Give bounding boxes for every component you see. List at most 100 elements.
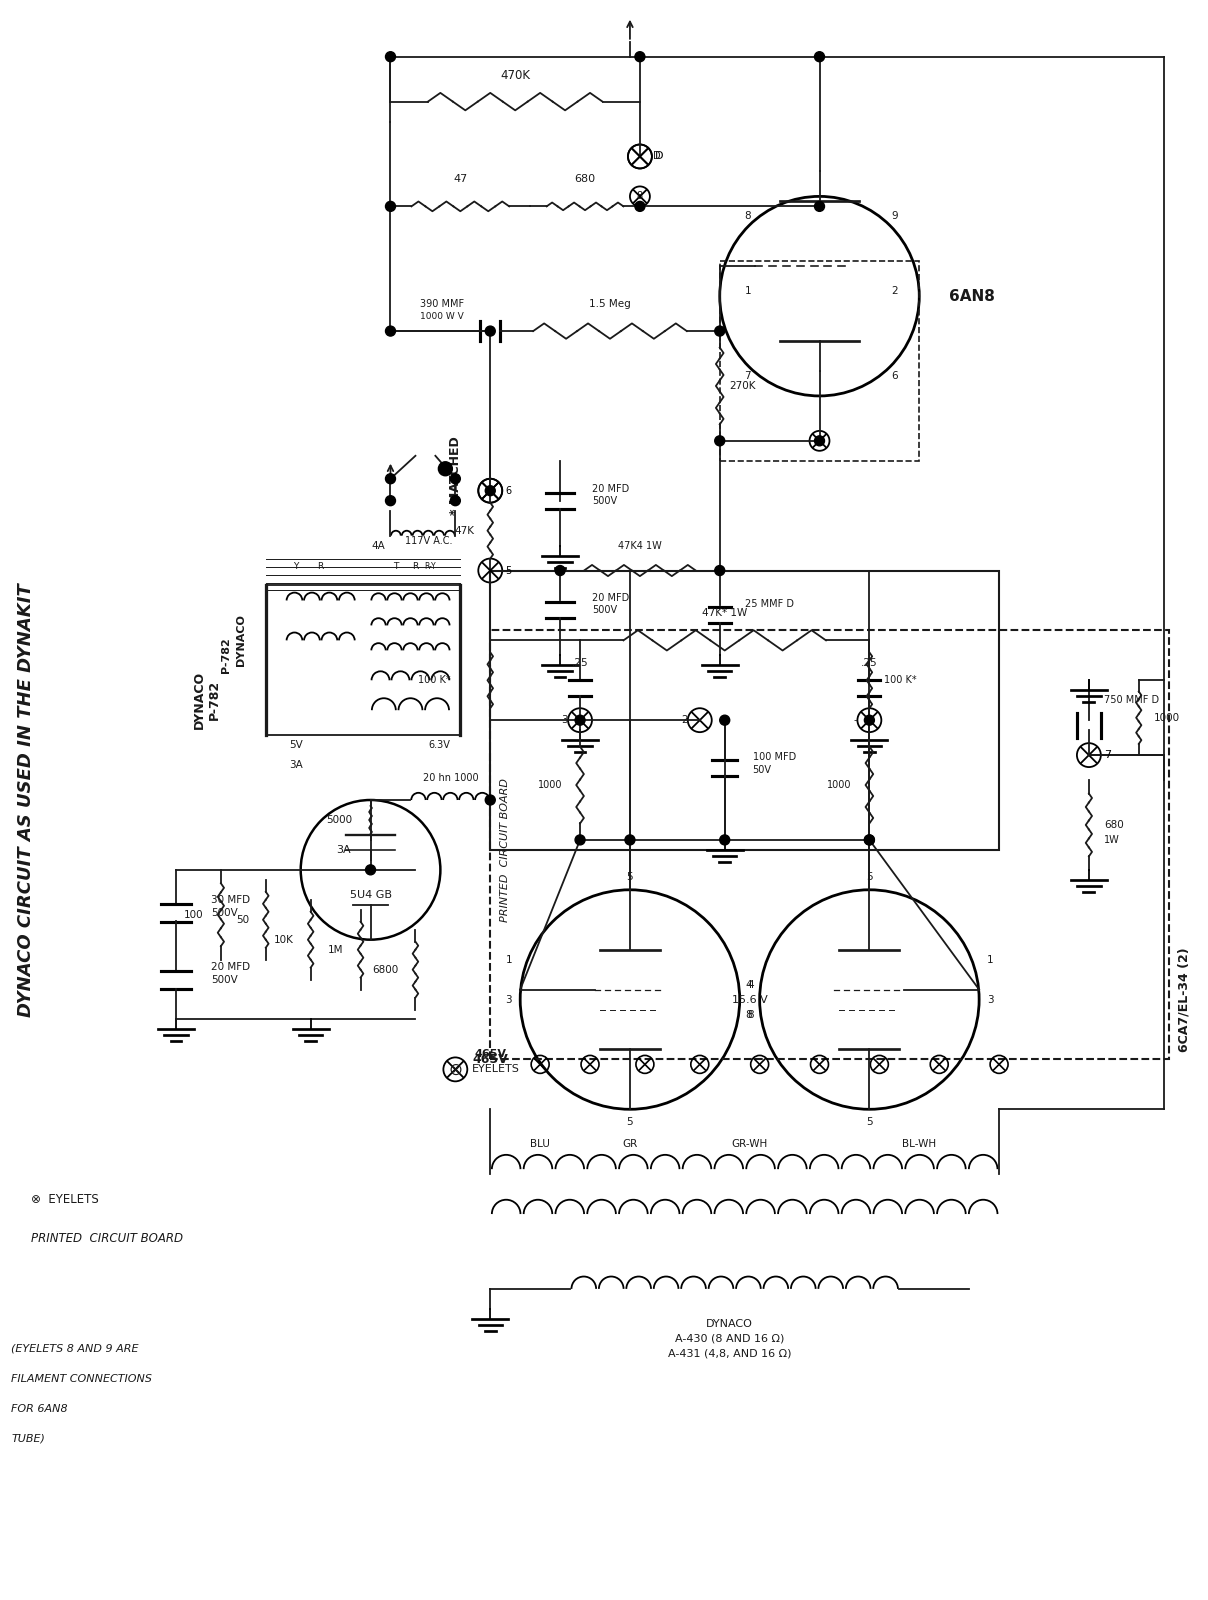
Text: 20 MFD: 20 MFD <box>211 962 250 971</box>
Text: 6: 6 <box>892 371 898 381</box>
Circle shape <box>486 486 495 496</box>
Circle shape <box>385 202 395 211</box>
Text: * MATCHED: * MATCHED <box>449 437 461 515</box>
Text: GR: GR <box>622 1139 638 1149</box>
Text: PRINTED  CIRCUIT BOARD: PRINTED CIRCUIT BOARD <box>500 778 510 922</box>
Text: 100: 100 <box>185 910 204 920</box>
Text: 8: 8 <box>748 1010 754 1019</box>
Text: R: R <box>318 562 324 571</box>
Text: 6AN8: 6AN8 <box>949 288 995 304</box>
Text: 15.6 V: 15.6 V <box>732 995 767 1005</box>
Circle shape <box>385 496 395 506</box>
Text: 465V: 465V <box>472 1053 509 1066</box>
Text: 8: 8 <box>637 192 643 202</box>
Circle shape <box>715 565 725 576</box>
Text: 5U4 GB: 5U4 GB <box>349 890 391 899</box>
Text: 1000: 1000 <box>827 781 852 790</box>
Text: P-782: P-782 <box>221 637 231 674</box>
Text: 5000: 5000 <box>326 814 353 826</box>
Text: 9: 9 <box>892 211 898 221</box>
Text: 5: 5 <box>866 872 872 882</box>
Text: 3: 3 <box>987 995 994 1005</box>
Text: 7: 7 <box>1104 750 1111 760</box>
Text: 20 hn 1000: 20 hn 1000 <box>423 773 478 782</box>
Text: .25: .25 <box>861 658 878 669</box>
Text: 100 MFD: 100 MFD <box>753 752 796 762</box>
Text: T: T <box>393 562 399 571</box>
Text: 50V: 50V <box>753 765 772 774</box>
Text: 47K4 1W: 47K4 1W <box>618 541 662 550</box>
Circle shape <box>720 715 730 725</box>
Circle shape <box>635 202 645 211</box>
Text: 100 K*: 100 K* <box>418 675 451 685</box>
Text: 25 MMF D: 25 MMF D <box>744 600 794 610</box>
Circle shape <box>439 462 452 475</box>
Circle shape <box>366 866 376 875</box>
Text: 2: 2 <box>892 286 898 296</box>
Text: DYNACO: DYNACO <box>192 670 205 730</box>
Text: D: D <box>652 152 661 162</box>
Circle shape <box>814 51 825 62</box>
Text: 1M: 1M <box>329 944 343 955</box>
Circle shape <box>635 51 645 62</box>
Text: 4: 4 <box>745 979 751 989</box>
Circle shape <box>451 474 460 483</box>
Circle shape <box>385 474 395 483</box>
Text: 1000: 1000 <box>1154 714 1180 723</box>
Circle shape <box>486 326 495 336</box>
Text: 1: 1 <box>744 286 751 296</box>
Text: 47: 47 <box>453 174 467 184</box>
Text: -: - <box>854 715 858 725</box>
Text: TUBE): TUBE) <box>11 1434 45 1443</box>
Text: DYNACO CIRCUIT AS USED IN THE DYNAKIT: DYNACO CIRCUIT AS USED IN THE DYNAKIT <box>17 582 35 1018</box>
Text: 5: 5 <box>866 1117 872 1128</box>
Text: 6.3V: 6.3V <box>429 741 451 750</box>
Text: 3A: 3A <box>336 845 350 854</box>
Text: 47K: 47K <box>454 526 475 536</box>
Text: 2: 2 <box>817 435 823 446</box>
Text: 750 MMF D: 750 MMF D <box>1104 696 1158 706</box>
Text: 5V: 5V <box>289 741 302 750</box>
Bar <box>490 630 1168 1059</box>
Text: 680: 680 <box>1104 819 1123 830</box>
Text: A-430 (8 AND 16 Ω): A-430 (8 AND 16 Ω) <box>675 1334 784 1344</box>
Circle shape <box>715 435 725 446</box>
Text: ⊗  EYELETS: ⊗ EYELETS <box>31 1192 99 1205</box>
Text: BL-WH: BL-WH <box>902 1139 936 1149</box>
Text: 6: 6 <box>487 486 493 496</box>
Circle shape <box>556 565 565 576</box>
Text: D: D <box>655 152 663 162</box>
Text: 500V: 500V <box>211 907 238 918</box>
Circle shape <box>814 435 825 446</box>
Circle shape <box>575 715 585 725</box>
Circle shape <box>385 326 395 336</box>
Text: DYNACO: DYNACO <box>707 1318 753 1328</box>
Circle shape <box>385 51 395 62</box>
Text: 5: 5 <box>627 872 633 882</box>
Bar <box>720 261 919 461</box>
Text: 500V: 500V <box>211 974 238 984</box>
Text: .25: .25 <box>571 658 588 669</box>
Circle shape <box>625 835 635 845</box>
Text: 465V: 465V <box>475 1050 506 1059</box>
Text: 3A: 3A <box>289 760 302 770</box>
Circle shape <box>865 835 875 845</box>
Circle shape <box>814 202 825 211</box>
Text: EYELETS: EYELETS <box>472 1064 521 1074</box>
Text: 3: 3 <box>506 995 512 1005</box>
Text: BLU: BLU <box>530 1139 550 1149</box>
Text: 270K: 270K <box>730 381 756 390</box>
Text: 1000 W V: 1000 W V <box>420 312 464 322</box>
Circle shape <box>575 835 585 845</box>
Circle shape <box>451 496 460 506</box>
Text: 1.5 Meg: 1.5 Meg <box>590 299 631 309</box>
Text: ⊗: ⊗ <box>448 1061 463 1078</box>
Text: A-431 (4,8, AND 16 Ω): A-431 (4,8, AND 16 Ω) <box>668 1349 791 1358</box>
Text: FILAMENT CONNECTIONS: FILAMENT CONNECTIONS <box>11 1374 152 1384</box>
Text: GR-WH: GR-WH <box>732 1139 768 1149</box>
Text: 20 MFD: 20 MFD <box>592 483 629 494</box>
Text: 5: 5 <box>627 1117 633 1128</box>
Text: 47K* 1W: 47K* 1W <box>702 608 748 619</box>
Text: 6800: 6800 <box>372 965 399 974</box>
Text: 470K: 470K <box>500 69 530 82</box>
